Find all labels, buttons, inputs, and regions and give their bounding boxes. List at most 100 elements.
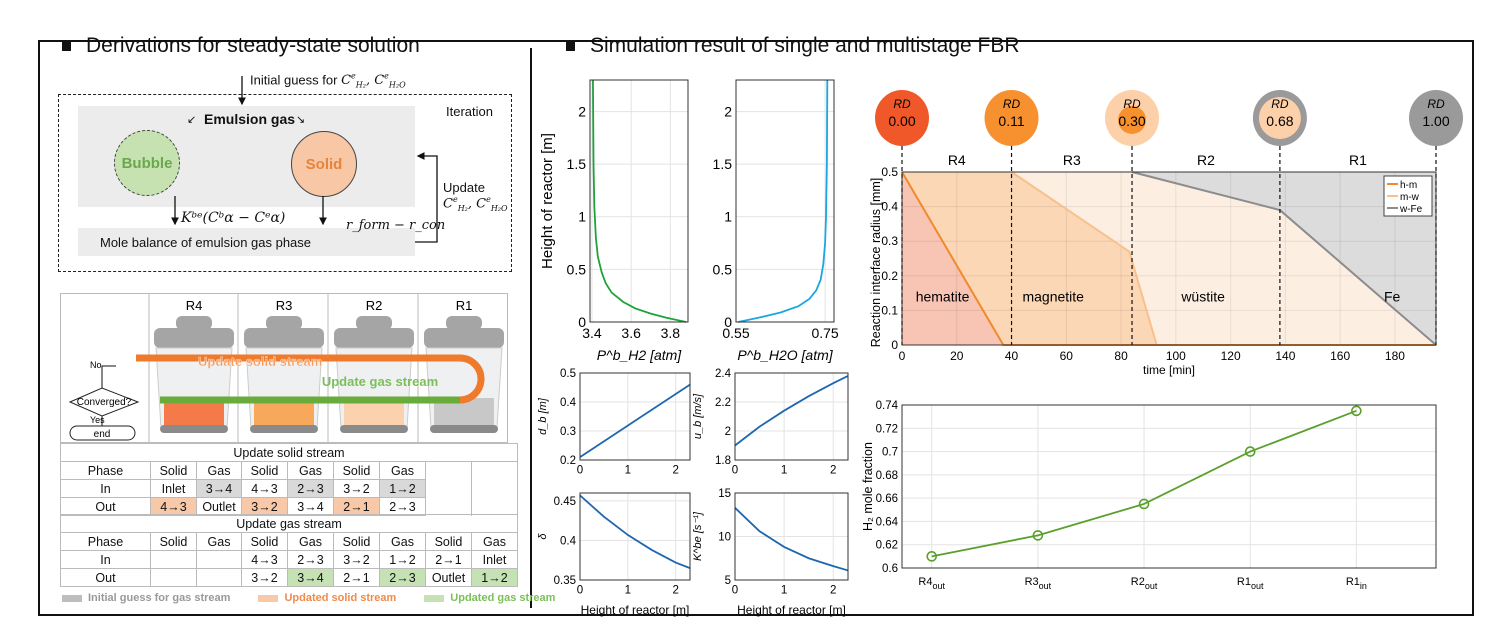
y-tick-label: 1	[724, 209, 732, 225]
table-cell: 1→2	[471, 568, 518, 587]
rd-circle: RD 1.00	[1409, 90, 1463, 146]
y-tick-label: 0.45	[554, 496, 576, 508]
table-legend: Initial guess for gas stream Updated soli…	[62, 592, 555, 604]
y-tick-label: 2.2	[715, 397, 731, 409]
table-cell: Phase	[60, 532, 151, 551]
end-label: end	[94, 429, 111, 440]
x-tick-label: 3.8	[661, 325, 681, 341]
table-cell	[471, 479, 518, 498]
reactor-lid	[334, 328, 414, 348]
right-panel-title: Simulation result of single and multista…	[590, 34, 1020, 57]
stage-label: R3	[1063, 152, 1081, 168]
table-cell: 3→4	[196, 479, 242, 498]
reactor-lid	[244, 328, 324, 348]
reactor-R2	[334, 316, 414, 433]
data-point	[926, 551, 938, 562]
table-cell: 3→2	[333, 550, 380, 569]
x-axis-label: Height of reactor [m]	[737, 603, 846, 617]
chart-p_h2o: 0.55 0.75 0 0.5 1 1.5 2 P^b_H2O [atm]	[713, 79, 839, 363]
reactor-cap	[446, 316, 482, 330]
y-tick-label: 0.4	[881, 200, 898, 214]
initial-guess-label: Initial guess for CeH₂, CeH₂O	[250, 72, 406, 90]
y-tick-label: 0.7	[882, 447, 898, 459]
series-line	[931, 409, 1357, 558]
y-tick-label: 0.5	[881, 165, 898, 179]
chart-p_h2: 3.4 3.6 3.8 0 0.5 1 1.5 2 P^b_H2 [atm] Height of …	[539, 79, 689, 363]
y-tick-label: 2	[724, 103, 732, 119]
legend-swatch	[258, 594, 279, 602]
y-tick-label: 0	[724, 314, 732, 330]
initial-guess-text: Initial guess for	[250, 72, 338, 88]
plot-area	[590, 80, 688, 322]
x-tick-label: 1	[781, 465, 787, 477]
legend-item: Initial guess for gas stream	[62, 592, 230, 604]
x-tick-label: 2	[830, 465, 836, 477]
solid-node: Solid	[291, 131, 357, 197]
series-line	[734, 375, 849, 447]
table-cell: 1→2	[379, 479, 426, 498]
bullet-icon	[62, 42, 71, 51]
series-line	[734, 507, 849, 572]
arrow-left-icon: ↙	[187, 114, 197, 126]
end-terminal	[69, 425, 136, 441]
y-tick-label: 0	[891, 338, 898, 352]
y-tick-label: 0.5	[567, 261, 587, 277]
rd-outer	[984, 90, 1039, 146]
y-axis-label: u_b [m/s]	[692, 393, 704, 439]
table-cell: 3→2	[241, 497, 288, 516]
reactor-cap	[176, 316, 212, 330]
legend-label: Updated gas stream	[450, 592, 556, 604]
solid-stream-table-wrap: Update solid stream Phase Solid Gas Solid Gas…	[60, 443, 518, 516]
table-cell: 2→1	[333, 497, 380, 516]
emulsion-gas-label: Emulsion gas	[204, 111, 296, 127]
axes-frame	[579, 372, 691, 461]
reactor-lid	[424, 328, 504, 348]
stage-label: R4	[948, 152, 966, 168]
table-cell: Gas	[287, 532, 334, 551]
converged-label: Converged?	[77, 397, 132, 408]
y-tick-label: 10	[718, 532, 731, 544]
x-tick-label: 60	[1060, 349, 1074, 363]
y-tick-label: 2.4	[715, 368, 732, 380]
axes-frame	[734, 372, 849, 461]
table-cell: Gas	[196, 532, 242, 551]
series-line	[592, 79, 687, 323]
x-tick-label: 0	[577, 585, 583, 597]
table-cell: Gas	[471, 532, 518, 551]
legend-label: m-w	[1400, 192, 1420, 203]
rd-circle: RD 0.68	[1252, 90, 1307, 146]
x-tick-label: 1	[781, 585, 787, 597]
rd-label: RD	[1003, 97, 1021, 111]
reactor-base	[340, 425, 408, 433]
x-tick-label: 3.4	[582, 325, 602, 341]
rd-label: RD	[1271, 97, 1289, 111]
gas-stream-table: Update gas stream Phase Solid Gas Solid Gas So…	[60, 514, 518, 587]
iteration-label: Iteration	[446, 104, 493, 119]
legend-item: Updated gas stream	[424, 592, 555, 604]
y-tick-label: 5	[725, 575, 731, 587]
plot-area	[580, 493, 690, 580]
reactor-base	[250, 425, 318, 433]
chart-interface: 0 20 40 60 80 100 120 140 160 180 0 0.1 0.2 0.3 0.4 0.5…	[869, 90, 1463, 377]
initial-guess-vars: CeH₂, CeH₂O	[341, 72, 406, 90]
table-cell: Out	[60, 568, 151, 587]
y-axis-label: Height of reactor [m]	[539, 133, 556, 269]
region-label: wüstite	[1180, 289, 1225, 305]
y-tick-label: 0.68	[876, 470, 898, 482]
table-row: Phase Solid Gas Solid Gas Solid Gas Solid Gas	[60, 532, 518, 551]
iteration-box	[58, 94, 512, 272]
series-line	[579, 383, 691, 458]
x-tick-label: 40	[1005, 349, 1019, 363]
y-tick-label: 15	[718, 488, 731, 500]
y-tick-label: 1.8	[715, 455, 731, 467]
legend-swatch	[62, 594, 82, 602]
rd-circle: RD 0.11	[984, 90, 1039, 146]
plot-area	[735, 373, 848, 460]
x-tick-label: 0	[732, 585, 738, 597]
data-point	[1032, 530, 1044, 541]
x-tick-label: 1	[625, 465, 631, 477]
y-tick-label: 0	[578, 314, 586, 330]
